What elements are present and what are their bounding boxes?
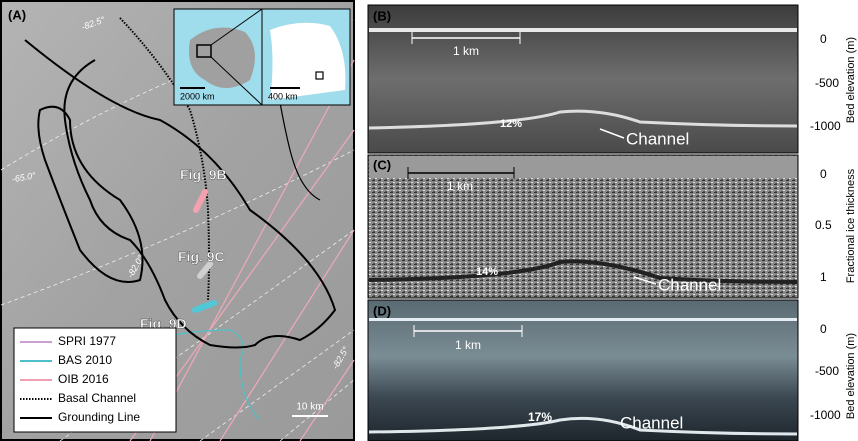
legend-entry: Basal Channel <box>58 391 136 405</box>
tick-label: -1000 <box>810 408 841 422</box>
tick-label: 0 <box>820 322 827 336</box>
tick-label: 0 <box>820 32 827 46</box>
tick-label: 1 <box>820 270 827 284</box>
tick-label: 0 <box>820 167 827 181</box>
scale-label: 10 km <box>296 402 323 413</box>
percent-label: 14% <box>476 266 498 278</box>
legend-entry: OIB 2016 <box>58 372 109 386</box>
bas-line <box>149 329 261 421</box>
scale-label: 1 km <box>447 179 473 193</box>
panel-label: (D) <box>373 303 391 318</box>
grounding-line <box>24 39 337 349</box>
grounding-line-island <box>37 105 144 283</box>
figure-label: Fig. 9C <box>178 249 225 265</box>
segment-9b <box>193 189 208 213</box>
axis-title: Bed elevation (m) <box>845 333 857 419</box>
legend-entry: Grounding Line <box>58 410 140 424</box>
legend-entry: SPRI 1977 <box>58 334 116 348</box>
segment-9c <box>197 261 213 279</box>
radargram <box>367 4 799 154</box>
scale-label: 1 km <box>453 44 479 58</box>
panel-label: (B) <box>373 8 391 23</box>
tick-label: -500 <box>815 76 839 90</box>
feature-label: Channel <box>626 129 689 148</box>
panel-b: (B) 1 km 12% Channel 0 -500 -1000 Bed el… <box>367 4 857 154</box>
panel-label: (C) <box>373 157 391 172</box>
scale-label: 1 km <box>455 338 481 352</box>
legend-entry: BAS 2010 <box>58 353 112 367</box>
antarctica <box>189 27 255 88</box>
axis-title: Fractional ice thickness <box>845 168 857 283</box>
tick-label: -500 <box>815 364 839 378</box>
tick-label: 0.5 <box>815 218 832 232</box>
inset-scale: 2000 km <box>180 91 215 101</box>
percent-label: 12% <box>500 118 522 130</box>
panel-c: (C) 1 km 14% Channel 0 0.5 1 Fractional … <box>367 154 857 299</box>
basal-channel <box>119 17 210 301</box>
panel-d: (D) 1 km 17% Channel 0 -500 -1000 Bed el… <box>367 299 857 441</box>
segment-9d <box>192 300 217 313</box>
legend: SPRI 1977 BAS 2010 OIB 2016 Basal Channe… <box>13 327 177 433</box>
axis-title: Bed elevation (m) <box>845 37 857 123</box>
feature-label: Channel <box>620 413 683 432</box>
tick-label: -1000 <box>810 119 841 133</box>
graticule-label: -65.0° <box>11 170 37 184</box>
figure-label: Fig. 9B <box>180 167 227 183</box>
map-panel: (A) -82.5° -65.0° -82.0° -82.5° Fig. 9B … <box>0 0 355 441</box>
inset-scale: 400 km <box>268 91 298 101</box>
panel-label: (A) <box>8 7 26 22</box>
radargram <box>367 154 799 299</box>
inset-zoom <box>270 22 346 100</box>
inset: 2000 km 400 km <box>173 8 351 106</box>
percent-label: 17% <box>528 410 552 424</box>
feature-label: Channel <box>658 275 721 294</box>
